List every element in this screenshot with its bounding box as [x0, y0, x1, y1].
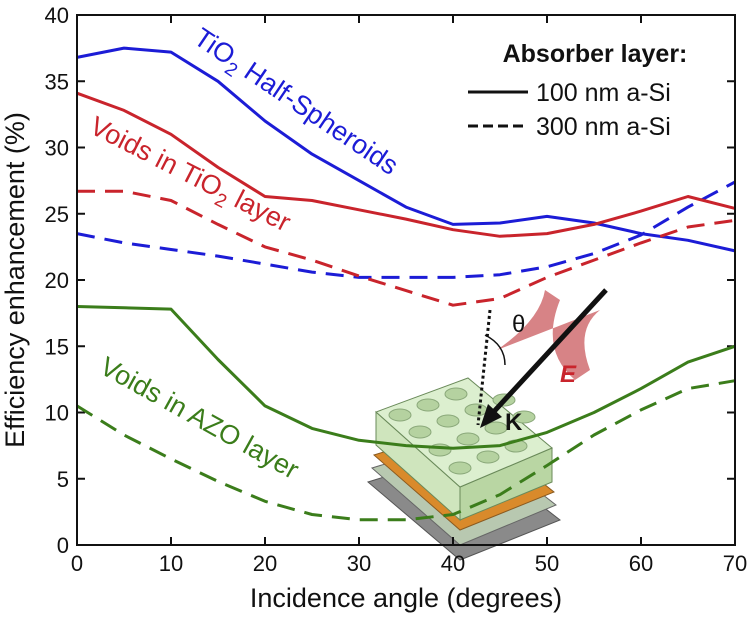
legend-title: Absorber layer:: [503, 40, 688, 68]
plot-frame: [76, 14, 736, 546]
inset-label: K: [505, 409, 523, 436]
x-tick-label: 70: [723, 551, 747, 576]
legend-label: 300 nm a-Si: [536, 113, 671, 141]
y-tick-label: 15: [45, 334, 69, 359]
k-arrow: [486, 288, 608, 420]
legend-label: 100 nm a-Si: [536, 79, 671, 107]
x-tick-label: 10: [159, 551, 183, 576]
x-tick-label: 50: [535, 551, 559, 576]
y-tick-label: 5: [57, 467, 69, 492]
y-tick-label: 35: [45, 69, 69, 94]
normal-line: [476, 309, 492, 426]
arrowhead: [480, 404, 502, 428]
annotation-part: layer: [223, 181, 295, 238]
data-line: [76, 46, 736, 253]
data-line: [76, 180, 736, 279]
y-tick-label: 30: [45, 136, 69, 161]
angle-arc: [484, 334, 506, 366]
y-axis-label: Efficiency enhancement (%): [0, 112, 30, 448]
series-annotation: Voids in TiO2 layer: [83, 111, 296, 243]
y-tick-label: 25: [45, 202, 69, 227]
data-line: [76, 379, 736, 522]
y-tick-label: 20: [45, 268, 69, 293]
x-axis-label: Incidence angle (degrees): [250, 583, 562, 613]
y-tick-label: 0: [57, 533, 69, 558]
x-tick-label: 30: [347, 551, 371, 576]
annotation-part: Voids in TiO: [85, 111, 227, 203]
inset-label: E: [560, 361, 577, 388]
y-tick-label: 10: [45, 401, 69, 426]
x-tick-label: 60: [629, 551, 653, 576]
y-tick-label: 40: [45, 3, 69, 28]
data-line: [76, 91, 736, 238]
inset-label: θ: [512, 311, 525, 338]
x-tick-label: 0: [71, 551, 83, 576]
data-line: [76, 305, 736, 450]
x-tick-label: 20: [253, 551, 277, 576]
wave: [497, 290, 600, 380]
x-tick-label: 40: [441, 551, 465, 576]
data-line: [77, 189, 736, 307]
inset-illustration: θ E K: [366, 288, 608, 561]
annotation-part: Voids in AZO layer: [95, 351, 304, 485]
series-annotation: TiO2 Half-Spheroids: [185, 22, 403, 186]
series-annotation: Voids in AZO layer: [95, 351, 304, 485]
